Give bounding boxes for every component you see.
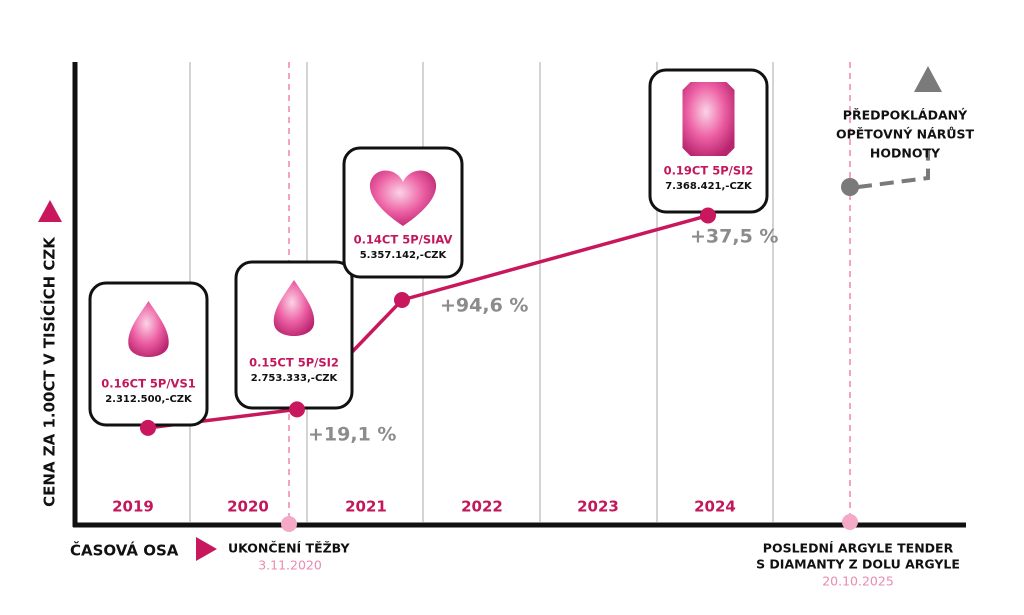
change-label: +19,1 % (308, 424, 396, 446)
diamond-label: 0.19CT 5P/SI2 (664, 164, 754, 178)
event-date: 20.10.2025 (822, 574, 894, 589)
gem (128, 301, 169, 357)
point (394, 292, 410, 309)
diamond-card: 0.15CT 5P/SI2 2.753.333,-CZK (234, 260, 354, 410)
value-label: 5.357.142,-CZK (360, 250, 448, 261)
event-dot (281, 516, 297, 532)
value-label: 7.368.421,-CZK (665, 181, 753, 192)
year-label: 2020 (227, 498, 269, 516)
value-label: 2.312.500,-CZK (105, 394, 193, 405)
point (140, 419, 156, 436)
gem (273, 280, 315, 336)
gem (369, 170, 437, 226)
gem (682, 82, 735, 156)
year-label: 2023 (577, 498, 619, 516)
change-label: +94,6 % (440, 295, 528, 317)
projection-text: HODNOTY (870, 146, 941, 161)
point (289, 401, 305, 418)
year-label: 2022 (461, 498, 503, 516)
projection-text: PŘEDPOKLÁDANÝ (843, 108, 968, 123)
diamond-label: 0.15CT 5P/SI2 (249, 356, 339, 370)
event-date: 3.11.2020 (258, 558, 322, 573)
event-text: POSLEDNÍ ARGYLE TENDER (763, 541, 954, 556)
diamond-label: 0.16CT 5P/VS1 (101, 377, 195, 391)
event-dot (842, 514, 858, 530)
x-axis-label: ČASOVÁ OSA (70, 541, 179, 560)
year-label: 2021 (345, 498, 387, 516)
y-axis-arrow (38, 200, 62, 222)
value-label: 2.753.333,-CZK (251, 373, 339, 384)
year-label: 2024 (694, 498, 736, 516)
year-label: 2019 (112, 498, 154, 516)
projection-text: OPĚTOVNÝ NÁRŮST (836, 127, 975, 142)
diamond-card: 0.14CT 5P/SIAV 5.357.142,-CZK (342, 146, 464, 279)
diamond-card: 0.16CT 5P/VS1 2.312.500,-CZK (88, 281, 209, 427)
x-axis-arrow (196, 537, 217, 561)
y-axis-label: CENA ZA 1.00CT V TISÍCÍCH CZK (40, 236, 59, 507)
diamond-label: 0.14CT 5P/SIAV (354, 233, 453, 247)
diamond-card: 0.19CT 5P/SI2 7.368.421,-CZK (648, 68, 769, 214)
event-text: S DIAMANTY Z DOLU ARGYLE (756, 557, 960, 572)
event-text: UKONČENÍ TĚŽBY (228, 541, 351, 556)
change-label: +37,5 % (690, 226, 778, 248)
point (700, 207, 716, 224)
projection (841, 66, 942, 196)
